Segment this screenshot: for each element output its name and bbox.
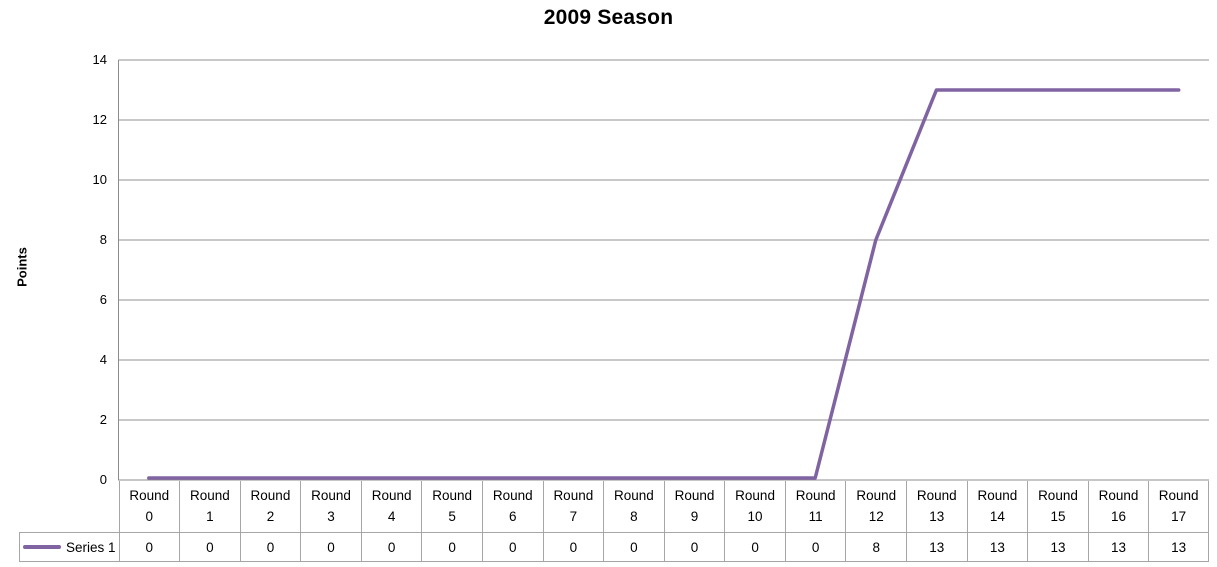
- category-label-word: Round: [735, 488, 775, 503]
- category-label-number: 1: [206, 509, 214, 524]
- category-label-number: 4: [387, 509, 396, 524]
- category-label-word: Round: [856, 488, 897, 503]
- category-label-number: 13: [929, 509, 945, 524]
- series-value-cell: 0: [724, 532, 785, 562]
- series-line-swatch: [22, 545, 61, 549]
- x-category-cell: Round 9: [663, 481, 725, 532]
- category-label-number: 3: [327, 509, 335, 524]
- category-label-word: Round: [129, 488, 170, 503]
- category-label-word: Round: [1098, 488, 1139, 503]
- series-value-cell: 0: [179, 532, 240, 562]
- x-category-cell: Round 5: [421, 481, 482, 532]
- series-value-cell: 0: [118, 532, 180, 562]
- x-category-cell: Round 8: [603, 481, 664, 532]
- series-value-cell: 13: [1087, 532, 1149, 562]
- category-label-number: 0: [145, 509, 154, 524]
- x-category-cell: Round 11: [784, 481, 846, 532]
- x-category-cell: Round 14: [966, 481, 1028, 532]
- category-label-word: Round: [311, 488, 351, 503]
- category-label-word: Round: [492, 488, 533, 503]
- series-value-cell: 0: [603, 532, 664, 562]
- category-label-number: 10: [747, 509, 763, 524]
- category-label-word: Round: [189, 488, 230, 503]
- table-corner-spacer: [19, 481, 119, 532]
- series-value-cell: 8: [845, 532, 907, 562]
- x-category-cell: Round 10: [724, 481, 785, 532]
- x-category-cell: Round 2: [239, 481, 301, 532]
- y-tick-label: 14: [92, 52, 107, 67]
- category-label-number: 14: [989, 509, 1005, 524]
- category-label-number: 17: [1171, 509, 1187, 524]
- category-label-word: Round: [1158, 488, 1199, 503]
- category-label-word: Round: [674, 488, 715, 503]
- x-category-cell: Round 7: [542, 481, 604, 532]
- series-value-cell: 0: [481, 532, 543, 562]
- series-value-cell: 0: [360, 532, 422, 562]
- category-label-word: Round: [553, 488, 594, 503]
- y-tick-label: 0: [99, 472, 107, 487]
- y-tick-label: 8: [99, 232, 107, 247]
- legend: Series 1: [19, 532, 119, 562]
- x-category-cell: Round 3: [300, 481, 361, 532]
- series-value-cell: 0: [663, 532, 725, 562]
- x-category-cell: Round 16: [1087, 481, 1149, 532]
- category-label-number: 6: [509, 509, 517, 524]
- category-label-word: Round: [977, 488, 1018, 503]
- category-label-word: Round: [916, 488, 957, 503]
- y-tick-label: 4: [99, 352, 107, 367]
- category-label-word: Round: [614, 488, 654, 503]
- x-category-cell: Round 1: [179, 481, 240, 532]
- series-value-cell: 0: [542, 532, 604, 562]
- category-label-word: Round: [250, 488, 291, 503]
- series-value-cell: 0: [421, 532, 482, 562]
- category-label-word: Round: [1038, 488, 1078, 503]
- series-value-cell: 13: [966, 532, 1028, 562]
- x-category-cell: Round 15: [1027, 481, 1088, 532]
- category-label-number: 16: [1111, 509, 1127, 524]
- category-label-number: 5: [448, 509, 456, 524]
- category-label-word: Round: [432, 488, 473, 503]
- y-tick-label: 6: [99, 292, 107, 307]
- series-value-cell: 0: [239, 532, 301, 562]
- legend-label: Series 1: [65, 539, 116, 555]
- x-category-cell: Round 17: [1148, 481, 1209, 532]
- series-value-cell: 13: [906, 532, 967, 562]
- x-category-cell: Round 13: [906, 481, 967, 532]
- series-value-cell: 13: [1027, 532, 1088, 562]
- series-value-cell: 0: [784, 532, 846, 562]
- category-label-number: 15: [1050, 509, 1066, 524]
- x-category-cell: Round 12: [845, 481, 906, 532]
- chart-title: 2009 Season: [543, 6, 674, 29]
- x-category-cell: Round 4: [360, 481, 422, 532]
- category-label-word: Round: [371, 488, 412, 503]
- series-value-cell: 13: [1148, 532, 1209, 562]
- y-tick-label: 12: [92, 112, 107, 127]
- category-label-number: 8: [630, 509, 638, 524]
- category-label-number: 2: [266, 509, 275, 524]
- category-label-number: 7: [569, 509, 578, 524]
- category-label-number: 9: [690, 509, 699, 524]
- series-value-cell: 0: [300, 532, 361, 562]
- y-tick-label: 2: [99, 412, 107, 427]
- series-line: [147, 88, 1181, 480]
- x-category-cell: Round 0: [118, 481, 180, 532]
- y-tick-label: 10: [92, 172, 107, 187]
- category-label-number: 11: [808, 509, 823, 524]
- category-label-number: 12: [868, 509, 884, 524]
- category-label-word: Round: [795, 488, 836, 503]
- data-table: Series 1 Round 0 Round 1 Round 2 Round 3 Round 4 R…: [19, 481, 1209, 562]
- x-category-cell: Round 6: [481, 481, 543, 532]
